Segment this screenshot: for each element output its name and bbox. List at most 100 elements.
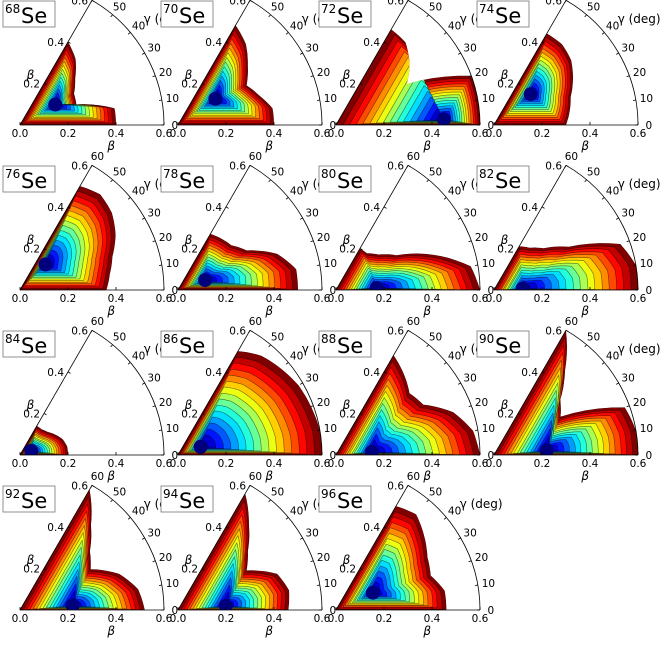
gamma-tick: [310, 75, 314, 78]
beta-tick-label-60: 0.2: [181, 408, 198, 420]
nucleus-label-box: [160, 165, 214, 193]
beta-tick-label: 0.4: [108, 128, 125, 140]
gamma-tick: [584, 14, 587, 18]
beta-tick-label: 0.4: [424, 613, 441, 625]
gamma-tick: [406, 485, 409, 488]
gamma-tick: [458, 537, 461, 540]
energy-surface: [20, 41, 116, 125]
energy-surface: [20, 425, 68, 455]
gamma-tick: [443, 32, 447, 35]
gamma-tick: [152, 240, 156, 243]
beta-axis-label-60: β: [342, 233, 351, 247]
gamma-tick: [300, 217, 303, 220]
energy-surface: [178, 351, 322, 455]
gamma-tick-label: 0: [171, 120, 178, 132]
element-symbol: Se: [21, 4, 47, 28]
gamma-tick-label: 0: [487, 120, 494, 132]
beta-tick-60: [407, 0, 411, 3]
nucleus-label-box: [2, 165, 56, 193]
gamma-tick: [601, 32, 605, 35]
gamma-tick: [158, 584, 162, 586]
beta-tick-label: 0.2: [218, 128, 235, 140]
gamma-tick-label: 40: [606, 186, 619, 198]
gamma-tick-label: 60: [407, 151, 420, 163]
gamma-tick-label: 0: [329, 605, 336, 617]
element-symbol: Se: [179, 4, 205, 28]
gamma-tick-label: 0: [171, 605, 178, 617]
gamma-tick: [316, 429, 320, 431]
energy-minimum: [515, 281, 530, 290]
beta-tick-label-60: 0.6: [387, 325, 404, 337]
gamma-tick-label: 10: [482, 93, 495, 105]
beta-tick-label: 0.2: [376, 458, 393, 470]
element-symbol: Se: [179, 169, 205, 193]
gamma-tick: [626, 405, 630, 408]
contour-fills: [494, 243, 638, 290]
gamma-arc: [407, 484, 481, 611]
mass-number: 72: [321, 2, 336, 16]
beta-tick-label-60: 0.6: [71, 0, 88, 7]
beta-tick-label-60: 0.6: [229, 160, 246, 172]
gamma-tick: [268, 179, 271, 183]
gamma-tick-label: 20: [317, 232, 330, 244]
gamma-tick: [127, 197, 131, 200]
element-symbol: Se: [337, 169, 363, 193]
energy-minimum: [193, 439, 208, 454]
beta-tick-60: [43, 248, 47, 251]
energy-minimum: [523, 87, 538, 102]
gamma-tick-label: 60: [565, 316, 578, 328]
gamma-60-axis: [177, 330, 251, 456]
beta-tick-label-60: 0.6: [387, 480, 404, 492]
beta-tick-label: 0.6: [630, 458, 647, 470]
beta-tick-label-60: 0.6: [71, 480, 88, 492]
mass-number: 82: [479, 167, 494, 181]
beta-tick-label: 0.6: [156, 613, 173, 625]
energy-surface: [336, 355, 480, 455]
gamma-tick-label: 30: [305, 373, 318, 385]
beta-tick-label-60: 0.6: [229, 480, 246, 492]
gamma-60-axis: [19, 330, 93, 456]
energy-minimum: [198, 273, 213, 288]
gamma-tick: [316, 264, 320, 266]
beta-tick-label-60: 0.6: [71, 160, 88, 172]
beta-axis-label: β: [264, 304, 273, 318]
gamma-tick: [632, 429, 636, 431]
gamma-tick-label: 20: [159, 232, 172, 244]
beta-tick-label-60: 0.4: [47, 367, 64, 379]
gamma-60-axis: [493, 165, 567, 291]
nucleus-label-box: [160, 0, 214, 28]
gamma-tick-label: 10: [166, 258, 179, 270]
gamma-tick: [158, 99, 162, 101]
beta-tick-60: [359, 83, 363, 86]
gamma-tick-label: 40: [132, 21, 145, 33]
beta-axis-label: β: [580, 469, 589, 483]
gamma-tick-label: 40: [290, 186, 303, 198]
gamma-tick: [310, 240, 314, 243]
energy-minimum: [364, 444, 379, 455]
gamma-tick-label: 20: [633, 232, 646, 244]
gamma-60-axis: [335, 0, 409, 126]
gamma-tick: [285, 197, 289, 200]
gamma-tick: [616, 217, 619, 220]
gamma-tick-label: 20: [317, 552, 330, 564]
beta-tick-label-60: 0.6: [71, 325, 88, 337]
energy-surface: [20, 489, 145, 610]
element-symbol: Se: [337, 4, 363, 28]
gamma-tick-label: 50: [587, 331, 600, 343]
gamma-tick: [474, 99, 478, 101]
gamma-tick: [458, 52, 461, 55]
gamma-tick: [248, 485, 251, 488]
energy-surface: [178, 493, 290, 610]
mass-number: 90: [479, 332, 494, 346]
beta-tick-60: [383, 206, 387, 209]
beta-tick-label: 0.6: [314, 293, 331, 305]
gamma-tick-label: 0: [171, 285, 178, 297]
beta-tick-label: 0.6: [314, 128, 331, 140]
energy-surface: [178, 233, 298, 290]
contour-fills: [20, 186, 116, 290]
